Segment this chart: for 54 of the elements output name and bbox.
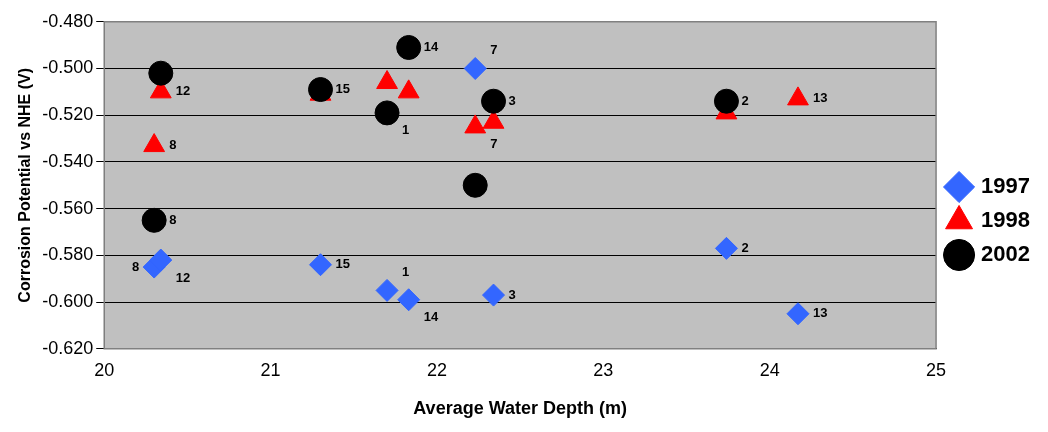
annotation: 1	[402, 122, 410, 138]
y-tick-label: -0.580	[42, 244, 94, 265]
y-tick-label: -0.540	[42, 150, 94, 171]
annotation: 12	[175, 269, 191, 285]
point	[374, 100, 400, 126]
point	[149, 248, 173, 272]
annotation: 13	[812, 90, 828, 106]
x-tick-label: 23	[593, 359, 614, 380]
legend-label: 2002	[981, 241, 1031, 267]
point	[375, 278, 399, 302]
annotation: 3	[508, 286, 516, 302]
y-tick-label: -0.620	[42, 337, 94, 358]
x-tick-label: 22	[426, 359, 447, 380]
x-axis-title: Average Water Depth (m)	[413, 398, 628, 419]
annotation: 7	[490, 42, 498, 58]
x-tick-label: 21	[260, 359, 281, 380]
annotation: 2	[741, 92, 749, 108]
point	[396, 34, 422, 60]
annotation: 1	[402, 263, 410, 279]
point	[714, 236, 738, 260]
y-tick-label: -0.520	[42, 104, 94, 125]
annotation: 8	[131, 258, 140, 274]
point	[309, 253, 333, 277]
annotation: 2	[741, 239, 749, 255]
point	[463, 57, 487, 81]
x-tick-label: 25	[926, 359, 947, 380]
legend-label: 1997	[981, 173, 1031, 199]
y-tick-label: -0.600	[42, 291, 94, 312]
point	[308, 77, 334, 103]
annotation: 8	[169, 211, 177, 227]
x-tick-label: 20	[94, 359, 115, 380]
annotation: 12	[175, 83, 191, 99]
x-tick-label: 24	[759, 359, 780, 380]
annotation: 14	[423, 309, 439, 325]
y-tick-label: -0.560	[42, 197, 94, 218]
annotation: 7	[490, 136, 498, 152]
point	[786, 302, 810, 326]
annotation: 3	[508, 92, 516, 108]
point	[481, 88, 507, 114]
point	[148, 60, 174, 86]
point	[713, 88, 739, 114]
point	[482, 283, 506, 307]
annotation: 8	[169, 137, 177, 153]
annotation: 13	[812, 305, 828, 321]
annotation: 15	[335, 81, 350, 97]
y-tick-label: -0.480	[42, 10, 94, 31]
point	[141, 207, 167, 233]
legend-label: 1998	[981, 207, 1031, 233]
annotation: 15	[335, 256, 350, 272]
y-tick-label: -0.500	[42, 57, 94, 78]
point	[397, 288, 421, 312]
annotation: 14	[423, 39, 439, 55]
y-axis-title: Corrosion Potential vs NHE (V)	[16, 67, 34, 303]
point	[462, 172, 488, 198]
